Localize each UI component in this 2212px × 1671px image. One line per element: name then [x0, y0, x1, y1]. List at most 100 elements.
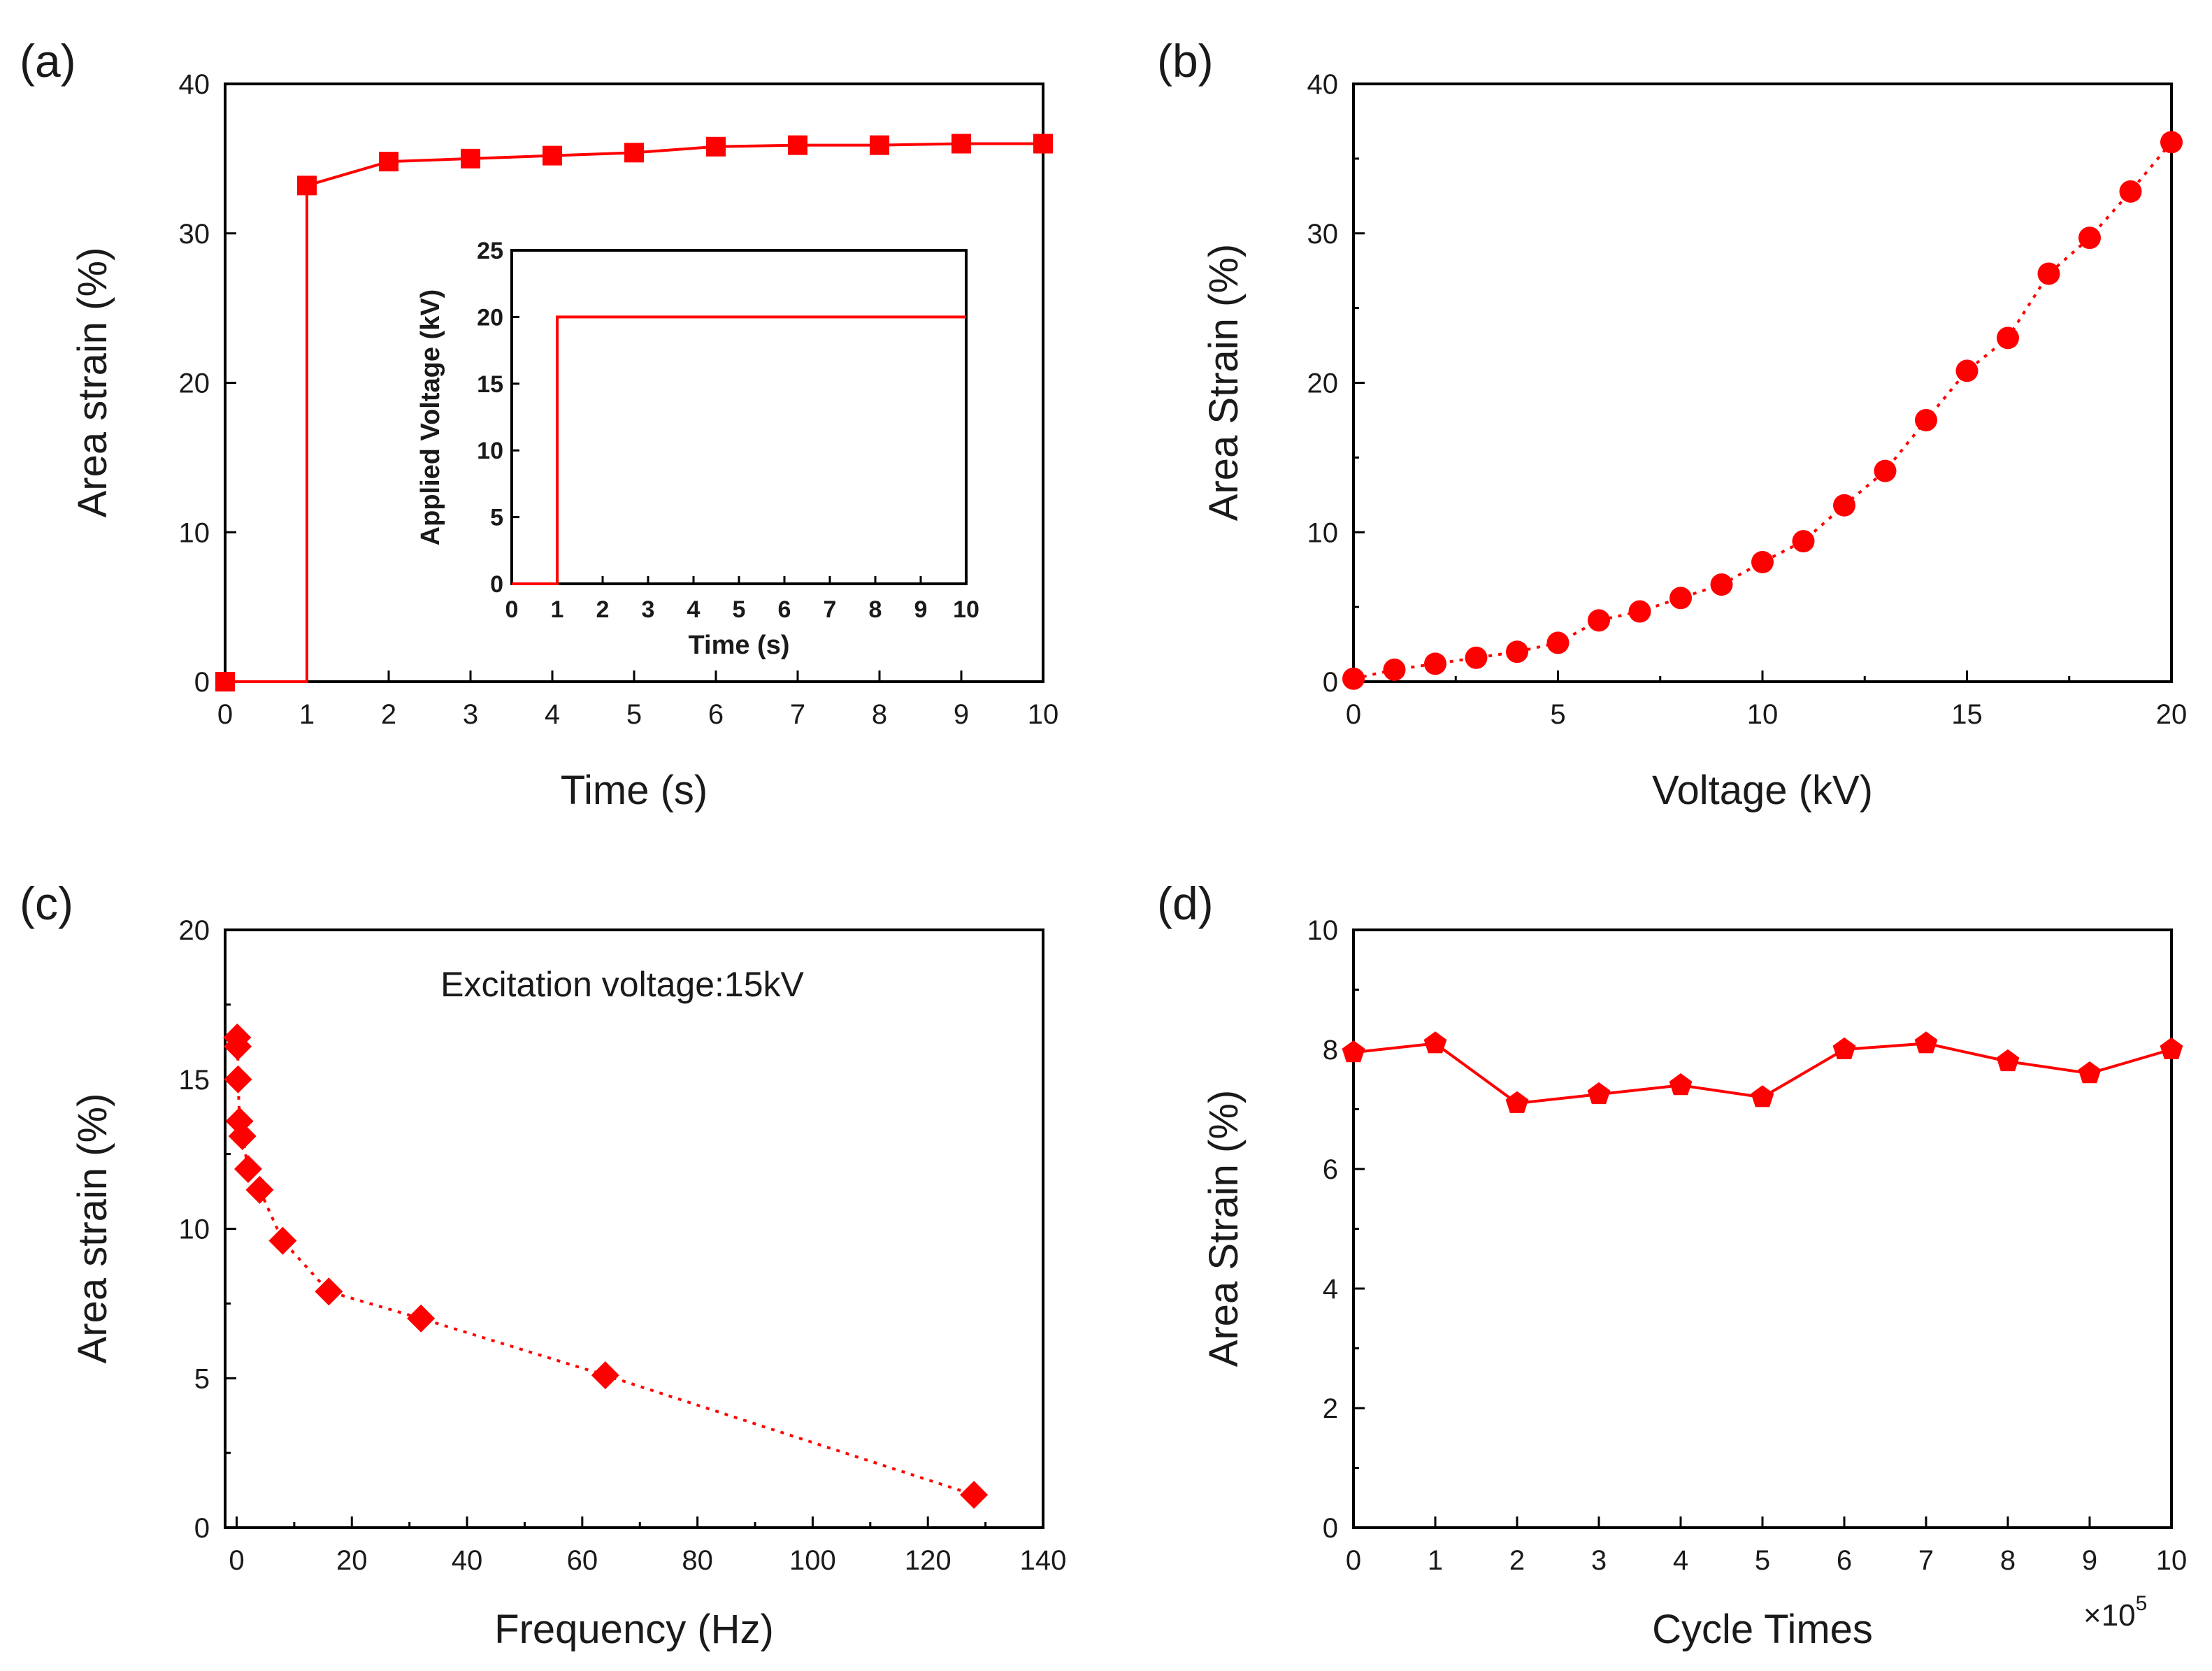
data-point [1751, 551, 1774, 573]
data-point [1424, 652, 1446, 675]
data-point [870, 135, 889, 155]
y-tick-label: 8 [1323, 1035, 1338, 1066]
panel-a-y-axis: 0 10 20 30 40 [179, 69, 236, 698]
data-point [1587, 1082, 1611, 1105]
inset-series [512, 315, 966, 585]
x-tick-label: 6 [708, 699, 724, 730]
data-point [461, 148, 480, 168]
data-point [951, 134, 971, 154]
x-tick-label: 7 [1918, 1545, 1934, 1576]
y-tick-label: 2 [1323, 1393, 1338, 1424]
x-tick-label: 8 [2000, 1545, 2016, 1576]
data-point [1874, 459, 1897, 482]
data-point [1955, 359, 1978, 382]
panel-d-y-title: Area Strain (%) [1201, 1090, 1247, 1367]
panel-c-x-title: Frequency (Hz) [494, 1607, 774, 1652]
y-tick-label: 20 [1307, 368, 1339, 399]
x-tick-label: 100 [789, 1545, 836, 1576]
x-tick-label: 4 [545, 699, 560, 730]
x-tick-label: 1 [1428, 1545, 1443, 1576]
data-point [2119, 180, 2142, 203]
y-tick-label: 20 [179, 368, 210, 399]
y-tick-label: 20 [477, 304, 503, 331]
x-tick-label: 60 [567, 1545, 598, 1576]
x-tick-label: 15 [1951, 699, 1983, 730]
x-tick-label: 80 [682, 1545, 713, 1576]
y-tick-label: 40 [1307, 69, 1339, 100]
data-point [297, 175, 317, 196]
x-tick-label: 10 [953, 596, 979, 623]
data-point [1669, 587, 1692, 610]
panel-c-label: (c) [20, 877, 73, 929]
x-tick-label: 6 [1837, 1545, 1852, 1576]
x-tick-label: 0 [217, 699, 233, 730]
x-tick-label: 40 [452, 1545, 483, 1576]
data-point [2078, 1061, 2102, 1084]
x-tick-label: 5 [733, 596, 746, 623]
panel-d-x-multiplier: ×105 [2083, 1592, 2147, 1633]
y-tick-label: 5 [194, 1363, 210, 1394]
panel-a-x-title: Time (s) [561, 768, 708, 813]
y-tick-label: 10 [179, 1214, 210, 1245]
panel-a-y-title: Area strain (%) [70, 248, 115, 518]
data-point [1710, 573, 1733, 596]
x-tick-label: 4 [1673, 1545, 1688, 1576]
panel-b-x-title: Voltage (kV) [1652, 768, 1873, 813]
x-tick-label: 8 [869, 596, 882, 623]
y-tick-label: 0 [194, 667, 210, 698]
x-tick-label: 3 [642, 596, 655, 623]
data-point [1914, 1031, 1938, 1054]
data-point [268, 1226, 297, 1255]
x-tick-label: 120 [905, 1545, 951, 1576]
panel-c-y-axis: 0 5 10 15 20 [179, 915, 236, 1544]
data-point [1383, 658, 1406, 681]
x-tick-label: 9 [2082, 1545, 2097, 1576]
x-tick-label: 2 [1509, 1545, 1525, 1576]
y-tick-label: 0 [490, 571, 503, 598]
data-point [1342, 1040, 1365, 1063]
data-point [2078, 227, 2101, 250]
data-point [315, 1277, 343, 1306]
x-tick-label: 1 [551, 596, 564, 623]
y-tick-label: 25 [477, 238, 503, 264]
data-point [1423, 1031, 1447, 1054]
series-line [236, 1037, 975, 1496]
panel-a-label: (a) [20, 35, 76, 87]
x-tick-label: 5 [1550, 699, 1565, 730]
y-tick-label: 40 [179, 69, 210, 100]
panel-c-x-axis: 0 20 40 60 80 100 120 140 [229, 1516, 1066, 1576]
data-point [1588, 609, 1610, 632]
x-tick-label: 6 [778, 596, 791, 623]
y-tick-label: 0 [1323, 667, 1338, 698]
data-point [1506, 640, 1528, 664]
data-point [1546, 631, 1570, 654]
data-point [228, 1121, 257, 1150]
y-tick-label: 10 [477, 438, 503, 464]
panel-d-frame [1352, 928, 2173, 1529]
x-tick-label: 1 [299, 699, 315, 730]
data-point [1833, 494, 1855, 517]
panel-d-x-axis: 0 1 2 3 4 5 6 7 8 9 10 [1346, 1516, 2187, 1576]
panel-b-y-axis: 0 10 20 30 40 [1307, 69, 1365, 698]
y-tick-label: 10 [179, 517, 210, 548]
x-tick-label: 20 [2156, 699, 2188, 730]
data-point [1465, 646, 1488, 669]
x-tick-label: 10 [1028, 699, 1059, 730]
x-tick-label: 2 [596, 596, 610, 623]
x-tick-label: 5 [626, 699, 642, 730]
y-tick-label: 4 [1323, 1274, 1338, 1305]
data-point [788, 135, 807, 155]
data-point [215, 672, 235, 691]
inset-y-title: Applied Voltage (kV) [416, 289, 445, 546]
data-point [1505, 1091, 1529, 1113]
x-tick-label: 140 [1020, 1545, 1067, 1576]
y-tick-label: 10 [1307, 915, 1339, 946]
data-point [379, 152, 398, 172]
series-line [225, 142, 1043, 683]
data-point [2160, 1037, 2183, 1059]
panel-c-annotation: Excitation voltage:15kV [440, 965, 804, 1004]
panel-d-label: (d) [1157, 877, 1214, 929]
data-point [1751, 1085, 1774, 1107]
